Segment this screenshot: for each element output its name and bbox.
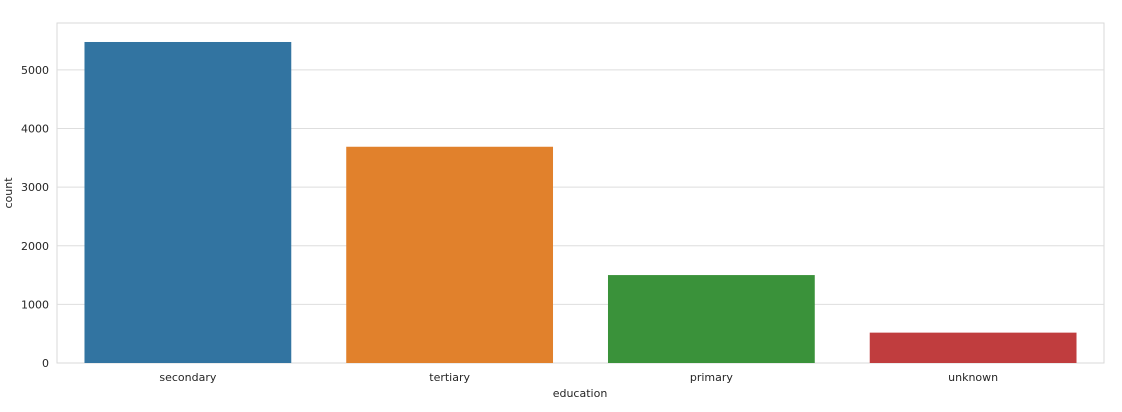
- bar-unknown: [869, 332, 1077, 363]
- bar-tertiary: [346, 146, 554, 363]
- bar-secondary: [84, 41, 292, 363]
- bar-primary: [607, 275, 815, 363]
- y-tick-label: 3000: [21, 181, 49, 194]
- x-tick-label-tertiary: tertiary: [429, 371, 470, 384]
- x-tick-label-secondary: secondary: [159, 371, 216, 384]
- y-tick-label: 0: [42, 357, 49, 370]
- x-tick-label-primary: primary: [690, 371, 734, 384]
- x-tick-labels: secondary tertiary primary unknown: [159, 371, 998, 384]
- y-tick-label: 5000: [21, 64, 49, 77]
- y-tick-label: 4000: [21, 123, 49, 136]
- y-tick-label: 2000: [21, 240, 49, 253]
- bars: [84, 41, 1077, 363]
- y-tick-labels: 0 1000 2000 3000 4000 5000: [21, 64, 49, 370]
- x-tick-label-unknown: unknown: [948, 371, 998, 384]
- y-axis-label: count: [2, 177, 15, 209]
- x-axis-label: education: [553, 387, 608, 400]
- y-tick-label: 1000: [21, 298, 49, 311]
